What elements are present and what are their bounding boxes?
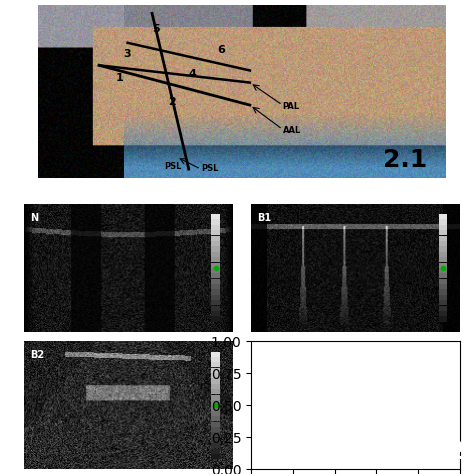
Bar — [439, 352, 447, 356]
Bar — [439, 295, 447, 300]
Bar — [211, 448, 220, 454]
Bar — [211, 378, 220, 383]
Bar — [439, 214, 447, 219]
Bar — [439, 389, 447, 394]
Bar — [439, 454, 447, 459]
Bar — [439, 300, 447, 305]
Bar — [439, 357, 447, 362]
Bar — [211, 230, 220, 236]
Bar — [211, 443, 220, 448]
Bar — [439, 395, 447, 400]
Bar — [211, 295, 220, 300]
Text: N: N — [30, 213, 38, 223]
Bar — [439, 416, 447, 421]
Bar — [211, 219, 220, 225]
Bar — [439, 252, 447, 257]
Bar — [439, 306, 447, 311]
Bar — [439, 236, 447, 241]
Bar — [439, 279, 447, 284]
Text: B1: B1 — [257, 213, 272, 223]
Bar — [211, 389, 220, 394]
Text: AAL: AAL — [283, 126, 301, 135]
Text: 2.2: 2.2 — [422, 440, 466, 464]
Bar — [439, 373, 447, 378]
Bar — [439, 219, 447, 225]
Bar — [439, 230, 447, 236]
Bar — [211, 438, 220, 443]
Bar — [211, 427, 220, 432]
Text: 6: 6 — [217, 45, 225, 55]
Text: 5: 5 — [152, 25, 160, 35]
Bar — [211, 284, 220, 289]
Bar — [211, 290, 220, 295]
Text: B2: B2 — [30, 350, 44, 360]
Bar — [211, 432, 220, 438]
Text: 4: 4 — [189, 69, 197, 80]
Bar — [439, 400, 447, 405]
Bar — [439, 362, 447, 367]
Bar — [211, 263, 220, 268]
Bar — [211, 246, 220, 252]
Text: 2.1: 2.1 — [383, 148, 427, 173]
Text: 1: 1 — [115, 73, 123, 83]
Bar — [211, 411, 220, 416]
Bar — [211, 273, 220, 278]
Bar — [211, 306, 220, 311]
Text: PSL: PSL — [164, 162, 181, 171]
Bar — [439, 273, 447, 278]
Bar — [211, 405, 220, 410]
Bar — [439, 443, 447, 448]
Bar — [211, 225, 220, 230]
Bar — [211, 400, 220, 405]
Text: 3: 3 — [124, 49, 131, 59]
Bar — [211, 317, 220, 321]
Bar — [439, 432, 447, 438]
Bar — [211, 368, 220, 373]
Bar — [211, 384, 220, 389]
Bar — [211, 241, 220, 246]
Bar — [211, 357, 220, 362]
Bar — [211, 214, 220, 219]
Bar — [211, 300, 220, 305]
Bar — [211, 454, 220, 459]
Bar — [211, 352, 220, 356]
Bar — [439, 257, 447, 262]
Bar — [211, 279, 220, 284]
Bar — [439, 246, 447, 252]
Bar — [439, 317, 447, 321]
Bar — [211, 257, 220, 262]
Text: PAL: PAL — [283, 101, 300, 110]
Bar — [211, 268, 220, 273]
Bar — [439, 384, 447, 389]
Bar — [439, 411, 447, 416]
Bar — [211, 311, 220, 316]
Bar — [439, 241, 447, 246]
Bar — [211, 421, 220, 427]
Bar — [439, 311, 447, 316]
Bar — [439, 268, 447, 273]
Bar — [211, 362, 220, 367]
Bar — [439, 405, 447, 410]
Text: PSL: PSL — [201, 164, 219, 173]
Bar — [439, 427, 447, 432]
Bar — [439, 438, 447, 443]
Bar — [439, 290, 447, 295]
Bar — [211, 236, 220, 241]
Bar — [439, 448, 447, 454]
Text: C: C — [257, 350, 264, 360]
Bar — [439, 368, 447, 373]
Bar — [211, 373, 220, 378]
Bar — [439, 284, 447, 289]
Bar — [439, 263, 447, 268]
Bar — [211, 416, 220, 421]
Bar — [211, 395, 220, 400]
Bar — [439, 225, 447, 230]
Bar — [439, 378, 447, 383]
Text: 2: 2 — [168, 97, 176, 107]
Bar — [211, 252, 220, 257]
Bar — [439, 421, 447, 427]
